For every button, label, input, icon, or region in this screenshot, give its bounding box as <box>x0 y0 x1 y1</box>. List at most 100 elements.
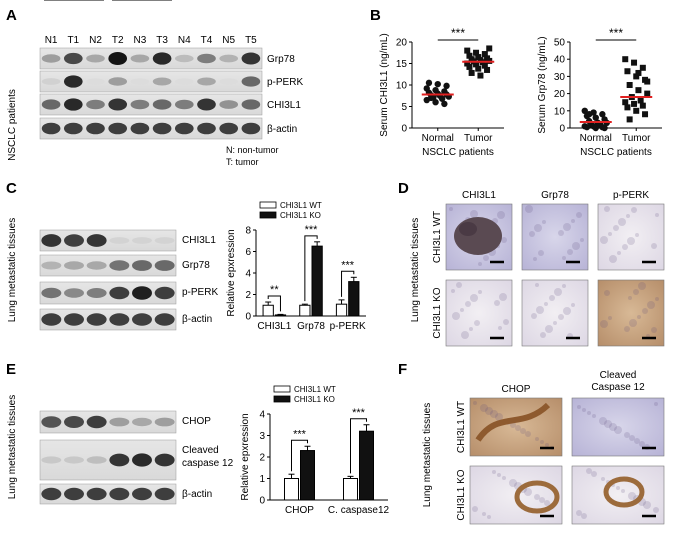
tissue-texture <box>563 307 571 315</box>
tissue-texture <box>549 295 555 301</box>
blot-band <box>86 78 105 85</box>
ihc-image <box>597 279 665 347</box>
data-point-tumor <box>486 45 493 52</box>
x-tick-label: Normal <box>580 133 612 144</box>
bar-ko <box>311 245 323 317</box>
tissue-texture <box>576 212 582 218</box>
y-tick-label: 4 <box>259 410 265 421</box>
data-point-normal <box>434 80 441 88</box>
blot-band <box>64 261 84 270</box>
tissue-texture <box>485 407 493 415</box>
blot-band <box>130 54 150 63</box>
tissue-texture <box>534 224 542 232</box>
tissue-texture <box>495 413 503 421</box>
bar-ko <box>274 314 287 317</box>
data-point-tumor <box>626 82 633 88</box>
blot-band <box>174 78 194 85</box>
blot-band <box>132 286 152 300</box>
tissue-texture <box>608 316 612 320</box>
blot-band <box>197 98 216 111</box>
y-axis-label: Relative epxression <box>226 229 237 316</box>
row-label: CHI3L1 WT <box>456 401 467 453</box>
tissue-texture <box>520 428 526 434</box>
y-tick-label: 4 <box>245 269 251 280</box>
blot-band <box>241 76 261 87</box>
panel-a-row-labels: Grp78 p-PERK CHI3L1 β-actin <box>267 54 303 135</box>
x-tick-label: Normal <box>422 133 454 144</box>
data-point-normal <box>592 114 599 121</box>
blot-band <box>108 77 128 86</box>
tissue-texture <box>452 312 460 320</box>
panel-d-ihc-grid: CHI3L1 Grp78 p-PERK CHI3L1 WT CHI3L1 KO <box>432 190 665 347</box>
panel-a-legend-n: N: non-tumor <box>226 145 279 155</box>
blot-band <box>86 313 107 326</box>
tissue-texture <box>529 231 535 237</box>
tissue-texture <box>539 497 545 503</box>
data-point-normal <box>427 94 435 102</box>
blot-band <box>241 99 261 110</box>
tissue-texture <box>456 282 462 288</box>
blot-band <box>154 286 175 300</box>
tissue-texture <box>558 314 564 320</box>
tissue-texture <box>635 233 639 237</box>
data-point-tumor <box>631 100 638 107</box>
data-point-tumor <box>637 97 644 104</box>
row-label: CHI3L1 <box>267 100 301 111</box>
legend-label: CHI3L1 KO <box>294 395 335 404</box>
blot-band <box>132 453 152 467</box>
data-point-tumor <box>622 56 629 63</box>
tumor-nodule <box>459 222 477 236</box>
tissue-texture <box>600 236 608 244</box>
tissue-texture <box>604 290 610 296</box>
data-point-tumor <box>466 52 473 59</box>
tissue-texture <box>628 296 632 300</box>
blot-band <box>241 52 261 65</box>
blot-band <box>64 487 84 501</box>
data-point-normal <box>585 111 593 118</box>
panel-f-letter: F <box>398 361 407 378</box>
bar-wt <box>262 304 274 317</box>
tissue-texture <box>470 294 478 302</box>
blot-band <box>41 99 61 110</box>
tissue-texture <box>524 488 532 496</box>
blot-band <box>64 313 84 326</box>
data-point-normal <box>583 123 591 131</box>
data-point-normal <box>441 100 448 108</box>
row-label: β-actin <box>182 314 212 325</box>
tissue-texture <box>599 417 607 425</box>
tissue-texture <box>600 320 608 328</box>
tissue-texture <box>538 250 544 256</box>
legend-swatch <box>259 211 277 219</box>
y-tick-label: 0 <box>559 124 565 135</box>
tissue-texture <box>591 471 597 477</box>
data-point-tumor <box>464 47 471 54</box>
tumor-nodule <box>454 217 502 255</box>
blot-band <box>86 288 107 298</box>
blot-band <box>64 288 84 298</box>
tissue-texture <box>622 244 628 250</box>
y-tick-label: 20 <box>396 38 408 49</box>
tissue-texture <box>483 255 489 261</box>
tissue-texture <box>614 426 622 434</box>
row-label: β-actin <box>182 489 212 500</box>
blot-band <box>130 99 150 110</box>
bar-wt <box>284 478 299 501</box>
x-tick-label: C. caspase12 <box>328 505 390 516</box>
tissue-texture <box>651 327 657 333</box>
panel-b-chart-chi3l1: 0 5 10 15 20 Normal Tumor NSCLC patients Serum C… <box>379 26 504 158</box>
tissue-texture <box>627 237 635 245</box>
tissue-texture <box>563 223 571 231</box>
blot-band <box>154 487 175 501</box>
blot-band <box>174 99 194 110</box>
blot-band <box>132 260 152 271</box>
y-axis-label: Serum Grp78 (ng/mL) <box>537 36 548 133</box>
data-point-tumor <box>464 60 471 67</box>
tissue-texture <box>534 494 540 500</box>
blot-band <box>86 234 107 247</box>
tissue-texture <box>651 243 657 249</box>
tissue-texture <box>572 242 580 250</box>
blot-band <box>41 416 62 428</box>
y-tick-label: 40 <box>554 55 566 66</box>
data-point-normal <box>601 124 608 132</box>
tissue-texture <box>571 219 575 223</box>
